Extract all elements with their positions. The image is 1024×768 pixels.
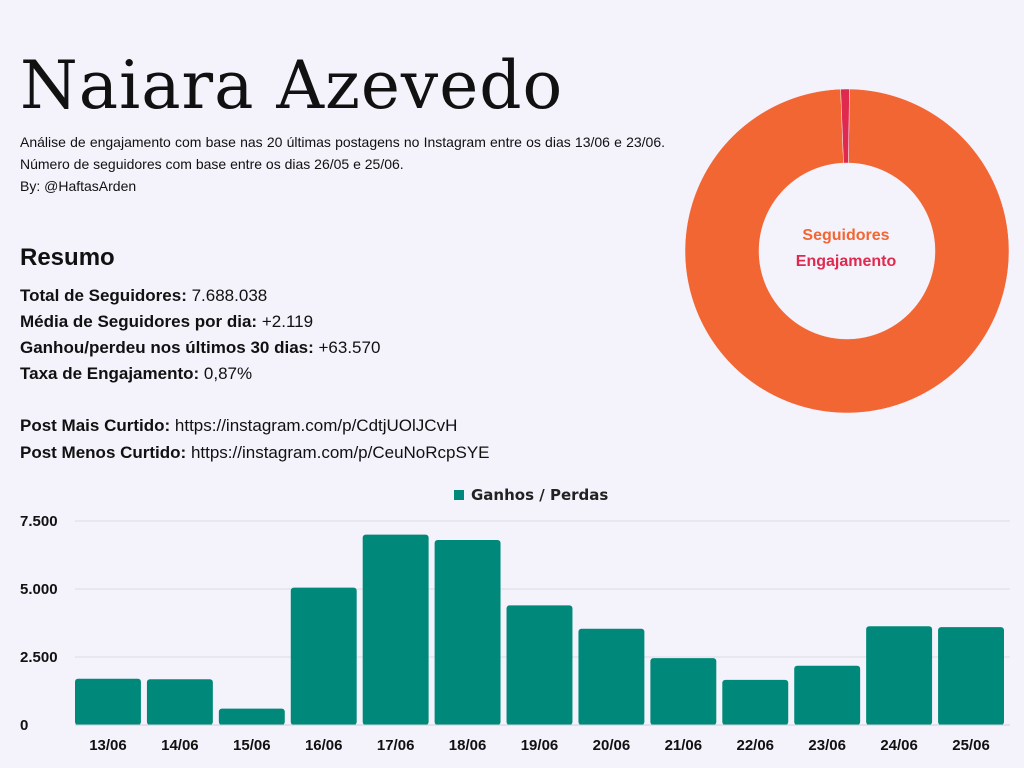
least-liked-post-link[interactable]: https://instagram.com/p/CeuNoRcpSYE [186, 443, 490, 462]
daily-gains-bar-chart: Ganhos / Perdas 0 2.500 5.000 7.500 13/06 14/0… [20, 486, 1010, 754]
bar [866, 626, 933, 725]
stat-value: +2.119 [257, 312, 314, 331]
y-tick-label: 5.000 [20, 581, 58, 598]
description-text: Análise de engajamento com base nas 20 ú… [20, 134, 665, 172]
engagement-donut-chart [684, 88, 1010, 414]
page-title: Naiara Azevedo [20, 47, 564, 124]
x-tick-label: 20/06 [593, 737, 631, 754]
most-liked-post: Post Mais Curtido: https://instagram.com… [20, 412, 490, 439]
y-tick-label: 7.500 [20, 513, 58, 530]
x-tick-label: 25/06 [952, 737, 990, 754]
stat-30-day-change: Ganhou/perdeu nos últimos 30 dias: +63.5… [20, 335, 380, 361]
stat-daily-average: Média de Seguidores por dia: +2.119 [20, 309, 380, 335]
link-label: Post Mais Curtido: [20, 416, 171, 435]
x-tick-label: 17/06 [377, 737, 415, 754]
bar [794, 665, 861, 725]
legend-swatch [454, 490, 464, 500]
donut-label-engagement: Engajamento [795, 253, 897, 270]
donut-label-followers: Seguidores [802, 227, 890, 244]
bar [722, 679, 789, 725]
bar [362, 534, 429, 725]
stat-total-followers: Total de Seguidores: 7.688.038 [20, 283, 380, 309]
x-tick-label: 22/06 [736, 737, 774, 754]
most-liked-post-link[interactable]: https://instagram.com/p/CdtjUOlJCvH [170, 416, 458, 435]
x-tick-label: 15/06 [233, 737, 271, 754]
summary-title: Resumo [20, 244, 115, 271]
y-tick-label: 0 [20, 717, 28, 734]
stat-label: Média de Seguidores por dia: [20, 312, 258, 331]
summary-stats: Total de Seguidores: 7.688.038 Média de … [20, 283, 380, 387]
stat-label: Total de Seguidores: [20, 286, 187, 305]
bar [506, 605, 573, 725]
stat-label: Ganhou/perdeu nos últimos 30 dias: [20, 338, 314, 357]
bar [938, 627, 1004, 725]
x-tick-label: 23/06 [808, 737, 846, 754]
stat-value: 7.688.038 [186, 286, 268, 305]
stat-label: Taxa de Engajamento: [20, 364, 200, 383]
post-links: Post Mais Curtido: https://instagram.com… [20, 412, 490, 466]
legend-label: Ganhos / Perdas [471, 486, 608, 504]
donut-slice-engagement [840, 88, 850, 164]
x-tick-label: 24/06 [880, 737, 918, 754]
y-tick-label: 2.500 [20, 649, 58, 666]
least-liked-post: Post Menos Curtido: https://instagram.co… [20, 439, 490, 466]
x-tick-label: 14/06 [161, 737, 199, 754]
bar [578, 628, 645, 725]
link-label: Post Menos Curtido: [20, 443, 187, 462]
byline: By: @HaftasArden [20, 178, 137, 194]
bar [434, 540, 501, 725]
bar [75, 678, 141, 725]
stat-value: 0,87% [199, 364, 253, 383]
chart-legend: Ganhos / Perdas [454, 486, 608, 504]
bar [218, 708, 285, 725]
bar [290, 587, 357, 725]
x-tick-label: 13/06 [89, 737, 127, 754]
stat-value: +63.570 [313, 338, 381, 357]
x-tick-label: 19/06 [521, 737, 559, 754]
bar [650, 658, 717, 725]
x-tick-label: 21/06 [665, 737, 703, 754]
stat-engagement-rate: Taxa de Engajamento: 0,87% [20, 361, 380, 387]
x-tick-label: 18/06 [449, 737, 487, 754]
donut-slice-followers [684, 88, 1010, 414]
x-tick-label: 16/06 [305, 737, 343, 754]
bar [146, 679, 213, 725]
